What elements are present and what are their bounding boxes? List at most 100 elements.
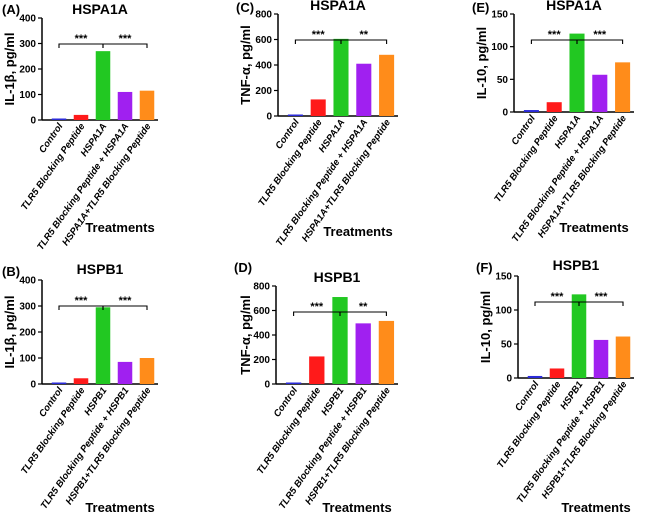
panel-letter: (B) bbox=[2, 264, 20, 279]
y-tick-label: 800 bbox=[253, 282, 270, 293]
y-tick-label: 100 bbox=[19, 90, 36, 101]
bar-tlr5-blocking-peptide-hspa1a bbox=[592, 74, 608, 112]
panel-letter: (C) bbox=[236, 0, 254, 15]
y-tick-label: 150 bbox=[495, 272, 512, 283]
significance-label: *** bbox=[119, 295, 133, 307]
bar-hspb1-tlr5-blocking-peptide bbox=[139, 358, 155, 384]
y-axis-label: IL-1β, pg/ml bbox=[2, 296, 17, 369]
significance-bracket: ** bbox=[339, 301, 387, 316]
bar-tlr5-blocking-peptide-hspb1 bbox=[117, 361, 133, 384]
significance-label: ** bbox=[359, 301, 368, 313]
y-tick-label: 0 bbox=[264, 380, 270, 391]
panel-letter: (E) bbox=[472, 0, 489, 15]
y-tick-label: 100 bbox=[495, 306, 512, 317]
bracket-line bbox=[102, 43, 148, 48]
significance-label: *** bbox=[595, 291, 609, 303]
y-tick-label: 100 bbox=[491, 42, 508, 53]
significance-bracket: *** bbox=[102, 33, 148, 48]
bar-hspb1 bbox=[95, 307, 111, 384]
y-axis-label: IL-10, pg/ml bbox=[478, 291, 493, 363]
significance-bracket: *** bbox=[102, 295, 148, 310]
bar-tlr5-blocking-peptide bbox=[73, 114, 89, 120]
y-tick-label: 150 bbox=[491, 10, 508, 21]
significance-label: *** bbox=[119, 33, 133, 45]
significance-bracket: *** bbox=[578, 291, 624, 306]
bar-tlr5-blocking-peptide bbox=[310, 99, 326, 116]
bar-tlr5-blocking-peptide bbox=[546, 102, 562, 112]
panel-title: HSPA1A bbox=[72, 1, 128, 17]
significance-label: *** bbox=[548, 29, 562, 41]
significance-bracket: ** bbox=[340, 29, 388, 44]
y-tick-label: 0 bbox=[502, 108, 508, 119]
bar-hspa1a-tlr5-blocking-peptide bbox=[615, 62, 631, 112]
y-tick-label: 200 bbox=[255, 86, 272, 97]
bar-control bbox=[51, 118, 67, 120]
y-tick-label: 800 bbox=[255, 10, 272, 21]
significance-bracket: *** bbox=[58, 33, 104, 48]
significance-label: *** bbox=[551, 291, 565, 303]
y-tick-label: 0 bbox=[266, 112, 272, 123]
panel-letter: (F) bbox=[476, 260, 493, 275]
bar-tlr5-blocking-peptide-hspb1 bbox=[355, 323, 371, 384]
y-tick-label: 0 bbox=[30, 380, 36, 391]
y-tick-label: 0 bbox=[506, 374, 512, 385]
y-tick-label: 200 bbox=[253, 355, 270, 366]
bar-control bbox=[51, 382, 67, 384]
bar-tlr5-blocking-peptide bbox=[549, 368, 565, 378]
bar-hspa1a-tlr5-blocking-peptide bbox=[139, 90, 155, 120]
bar-hspb1 bbox=[571, 294, 587, 378]
y-tick-label: 400 bbox=[19, 276, 36, 287]
x-axis-label: Treatments bbox=[85, 220, 154, 235]
significance-bracket: *** bbox=[576, 29, 624, 44]
bar-hspb1-tlr5-blocking-peptide bbox=[615, 336, 631, 378]
panel-title: HSPB1 bbox=[553, 257, 600, 273]
bar-hspa1a bbox=[333, 38, 349, 116]
y-tick-label: 300 bbox=[19, 302, 36, 313]
x-axis-label: Treatments bbox=[322, 500, 391, 515]
bar-control bbox=[285, 382, 302, 384]
y-axis-label: TNF-α, pg/ml bbox=[238, 295, 253, 374]
bar-hspa1a bbox=[95, 51, 111, 120]
bar-tlr5-blocking-peptide bbox=[309, 356, 325, 384]
significance-label: ** bbox=[360, 29, 369, 41]
bar-control bbox=[527, 375, 543, 378]
bracket-line bbox=[102, 305, 148, 310]
panel-title: HSPA1A bbox=[546, 0, 602, 13]
bar-tlr5-blocking-peptide-hspa1a bbox=[356, 63, 372, 116]
significance-label: *** bbox=[593, 29, 607, 41]
x-axis-label: Treatments bbox=[561, 500, 630, 515]
y-axis-label: TNF-α, pg/ml bbox=[238, 25, 253, 104]
y-tick-label: 0 bbox=[30, 116, 36, 127]
y-tick-label: 300 bbox=[19, 39, 36, 50]
bracket-line bbox=[578, 301, 624, 306]
y-axis-label: IL-1β, pg/ml bbox=[2, 33, 17, 106]
y-tick-label: 200 bbox=[19, 328, 36, 339]
significance-label: *** bbox=[75, 295, 89, 307]
significance-label: *** bbox=[75, 33, 89, 45]
y-tick-label: 50 bbox=[497, 75, 509, 86]
x-axis-label: Treatments bbox=[559, 220, 628, 235]
bar-tlr5-blocking-peptide-hspa1a bbox=[117, 91, 133, 120]
y-tick-label: 600 bbox=[255, 35, 272, 46]
bracket-line bbox=[339, 311, 387, 316]
panel-title: HSPB1 bbox=[77, 261, 124, 277]
panel-letter: (A) bbox=[2, 2, 20, 17]
x-axis-label: Treatments bbox=[323, 224, 392, 239]
bar-hspb1-tlr5-blocking-peptide bbox=[378, 320, 395, 384]
panel-title: HSPB1 bbox=[314, 269, 361, 285]
significance-label: *** bbox=[310, 301, 324, 313]
y-axis-label: IL-10, pg/ml bbox=[474, 27, 489, 99]
bar-tlr5-blocking-peptide bbox=[73, 378, 89, 384]
y-tick-label: 400 bbox=[253, 331, 270, 342]
x-axis-label: Treatments bbox=[85, 500, 154, 515]
y-tick-label: 400 bbox=[255, 61, 272, 72]
y-tick-label: 200 bbox=[19, 65, 36, 76]
panel-title: HSPA1A bbox=[310, 0, 366, 13]
